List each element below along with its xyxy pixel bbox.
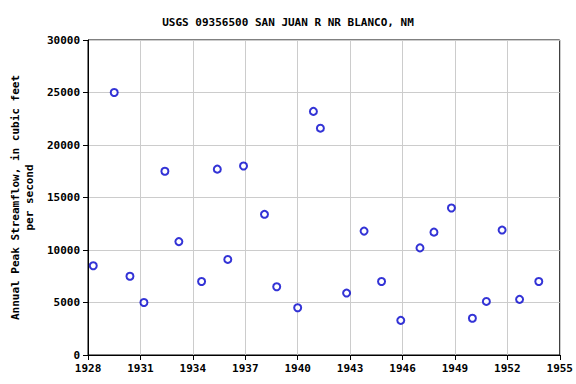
- svg-text:25000: 25000: [47, 86, 80, 99]
- svg-text:5000: 5000: [54, 296, 81, 309]
- svg-text:USGS 09356500 SAN JUAN R NR BL: USGS 09356500 SAN JUAN R NR BLANCO, NM: [162, 16, 414, 29]
- svg-text:1934: 1934: [180, 362, 207, 375]
- svg-text:1940: 1940: [284, 362, 311, 375]
- svg-text:1931: 1931: [127, 362, 154, 375]
- svg-text:1946: 1946: [389, 362, 416, 375]
- svg-text:1943: 1943: [337, 362, 364, 375]
- svg-text:1949: 1949: [442, 362, 469, 375]
- svg-text:1928: 1928: [75, 362, 102, 375]
- svg-text:per second: per second: [23, 164, 36, 230]
- svg-text:20000: 20000: [47, 139, 80, 152]
- svg-text:1955: 1955: [547, 362, 574, 375]
- svg-text:15000: 15000: [47, 191, 80, 204]
- svg-text:30000: 30000: [47, 34, 80, 47]
- svg-text:0: 0: [73, 349, 80, 362]
- svg-text:10000: 10000: [47, 244, 80, 257]
- svg-text:1952: 1952: [494, 362, 521, 375]
- svg-text:1937: 1937: [232, 362, 259, 375]
- svg-text:Annual Peak Streamflow, in cub: Annual Peak Streamflow, in cubic feet: [9, 75, 22, 320]
